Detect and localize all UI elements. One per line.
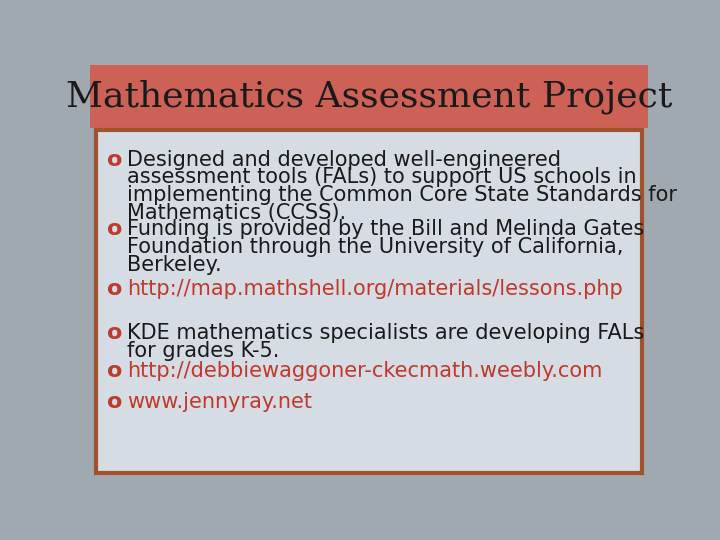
Text: o: o (107, 150, 122, 170)
Text: KDE mathematics specialists are developing FALs: KDE mathematics specialists are developi… (127, 323, 644, 343)
Text: Funding is provided by the Bill and Melinda Gates: Funding is provided by the Bill and Meli… (127, 219, 644, 239)
Text: assessment tools (FALs) to support US schools in: assessment tools (FALs) to support US sc… (127, 167, 636, 187)
Text: o: o (107, 361, 122, 381)
FancyBboxPatch shape (96, 130, 642, 473)
Text: Designed and developed well-engineered: Designed and developed well-engineered (127, 150, 561, 170)
Text: Berkeley.: Berkeley. (127, 254, 222, 275)
Text: o: o (107, 392, 122, 412)
Text: www.jennyray.net: www.jennyray.net (127, 392, 312, 412)
Text: http://debbiewaggoner-ckecmath.weebly.com: http://debbiewaggoner-ckecmath.weebly.co… (127, 361, 603, 381)
Text: implementing the Common Core State Standards for: implementing the Common Core State Stand… (127, 185, 678, 205)
Text: o: o (107, 279, 122, 299)
Text: o: o (107, 323, 122, 343)
Text: o: o (107, 219, 122, 239)
Text: for grades K-5.: for grades K-5. (127, 341, 279, 361)
Text: Mathematics (CCSS).: Mathematics (CCSS). (127, 203, 346, 223)
Text: Foundation through the University of California,: Foundation through the University of Cal… (127, 237, 624, 256)
Bar (90, 65, 648, 128)
Text: Mathematics Assessment Project: Mathematics Assessment Project (66, 79, 672, 113)
Text: http://map.mathshell.org/materials/lessons.php: http://map.mathshell.org/materials/lesso… (127, 279, 623, 299)
